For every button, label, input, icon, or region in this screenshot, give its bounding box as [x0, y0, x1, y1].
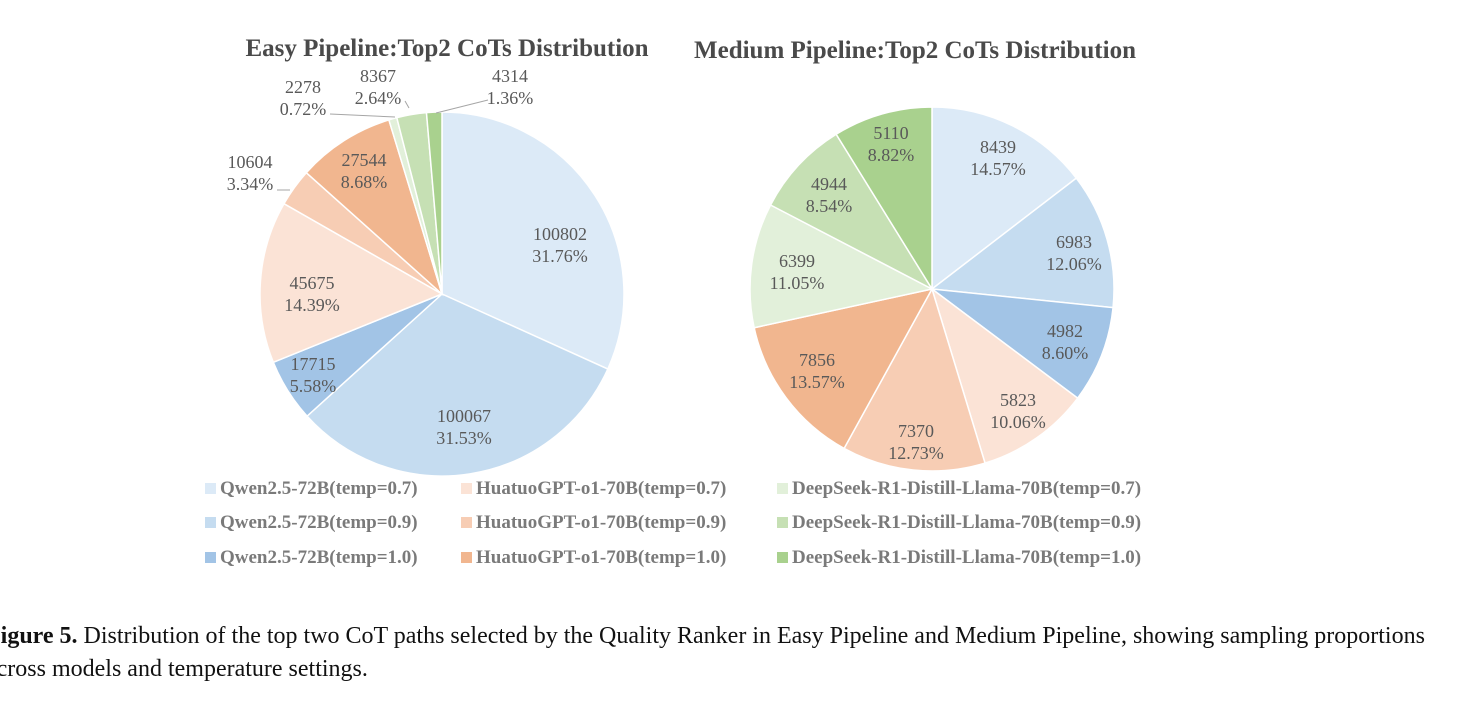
medium-slice-deepseek-r1-distill-llama-70b-temp-0-9	[769, 133, 935, 291]
legend-label-deepseek-r1-distill-llama-70b-temp-1-0: DeepSeek-R1-Distill-Llama-70B(temp=1.0)	[792, 547, 1141, 568]
easy-data-label: 2278 0.72%	[280, 77, 327, 119]
medium-data-label: 6399 11.05%	[770, 251, 825, 293]
medium-data-label: 4944 8.54%	[806, 174, 853, 216]
medium-pie-chart: 8439 14.57% 6983 12.06% 4982 8.60% 5823 10.06% 7…	[749, 106, 1115, 472]
medium-data-label: 5823 10.06%	[990, 390, 1046, 432]
caption-label: Figure 5.	[0, 623, 78, 649]
legend-label-qwen2-5-72b-temp-1-0: Qwen2.5-72B(temp=1.0)	[220, 547, 418, 568]
easy-data-label: 27544 8.68%	[341, 150, 388, 192]
legend-swatch-deepseek-r1-distill-llama-70b-temp-1-0	[777, 552, 788, 563]
chart-legend: Qwen2.5-72B(temp=0.7) HuatuoGPT-o1-70B(te…	[205, 478, 1141, 568]
medium-data-label: 6983 12.06%	[1046, 232, 1102, 274]
easy-data-label: 4314 1.36%	[487, 66, 534, 108]
medium-data-label: 4982 8.60%	[1042, 321, 1089, 363]
easy-data-label: 8367 2.64%	[355, 66, 402, 108]
legend-swatch-qwen2-5-72b-temp-0-7	[205, 483, 216, 494]
legend-label-qwen2-5-72b-temp-0-7: Qwen2.5-72B(temp=0.7)	[220, 478, 418, 499]
medium-slice-deepseek-r1-distill-llama-70b-temp-0-7	[749, 203, 935, 329]
easy-data-label: 45675 14.39%	[284, 273, 340, 315]
legend-swatch-huatuogpt-o1-70b-temp-0-9	[461, 517, 472, 528]
medium-slice-qwen2-5-72b-temp-1-0	[929, 287, 1114, 400]
legend-label-huatuogpt-o1-70b-temp-0-7: HuatuoGPT-o1-70B(temp=0.7)	[476, 478, 726, 499]
medium-data-label: 8439 14.57%	[970, 137, 1026, 179]
caption-text: Distribution of the top two CoT paths se…	[0, 623, 1425, 682]
medium-slice-qwen2-5-72b-temp-0-9	[930, 177, 1115, 309]
easy-chart-title: Easy Pipeline:Top2 CoTs Distribution	[245, 35, 648, 62]
easy-pie-chart: 100802 31.76% 100067 31.53% 17715 5.58% 45675 1…	[227, 66, 625, 477]
easy-leader-line	[435, 99, 489, 114]
medium-slice-qwen2-5-72b-temp-0-7	[931, 106, 1078, 291]
legend-label-huatuogpt-o1-70b-temp-0-9: HuatuoGPT-o1-70B(temp=0.9)	[476, 512, 726, 533]
figure-caption: Figure 5. Distribution of the top two Co…	[0, 620, 1456, 686]
easy-leader-line	[404, 100, 410, 109]
medium-chart-title: Medium Pipeline:Top2 CoTs Distribution	[694, 37, 1136, 64]
medium-data-label: 7856 13.57%	[789, 350, 845, 392]
medium-slice-huatuogpt-o1-70b-temp-0-7	[930, 287, 1079, 465]
legend-swatch-huatuogpt-o1-70b-temp-0-7	[461, 483, 472, 494]
easy-data-label: 100802 31.76%	[532, 224, 588, 266]
easy-slice-huatuogpt-o1-70b-temp-0-7	[259, 202, 444, 364]
legend-label-deepseek-r1-distill-llama-70b-temp-0-9: DeepSeek-R1-Distill-Llama-70B(temp=0.9)	[792, 512, 1141, 533]
easy-slice-qwen2-5-72b-temp-0-7	[441, 111, 625, 371]
easy-leader-line	[329, 113, 396, 118]
easy-data-label: 100067 31.53%	[436, 406, 492, 448]
legend-label-deepseek-r1-distill-llama-70b-temp-0-7: DeepSeek-R1-Distill-Llama-70B(temp=0.7)	[792, 478, 1141, 499]
medium-data-label: 7370 12.73%	[888, 421, 944, 463]
easy-data-label: 10604 3.34%	[227, 152, 274, 194]
medium-slice-huatuogpt-o1-70b-temp-1-0	[753, 287, 934, 450]
legend-swatch-deepseek-r1-distill-llama-70b-temp-0-9	[777, 517, 788, 528]
medium-data-label: 5110 8.82%	[868, 123, 915, 165]
easy-slice-qwen2-5-72b-temp-0-9	[306, 293, 609, 477]
legend-label-huatuogpt-o1-70b-temp-1-0: HuatuoGPT-o1-70B(temp=1.0)	[476, 547, 726, 568]
legend-swatch-huatuogpt-o1-70b-temp-1-0	[461, 552, 472, 563]
easy-data-label: 17715 5.58%	[290, 354, 337, 396]
medium-slice-huatuogpt-o1-70b-temp-0-9	[843, 287, 986, 472]
easy-slice-huatuogpt-o1-70b-temp-1-0	[305, 118, 444, 297]
legend-swatch-qwen2-5-72b-temp-0-9	[205, 517, 216, 528]
legend-swatch-deepseek-r1-distill-llama-70b-temp-0-7	[777, 483, 788, 494]
medium-slice-deepseek-r1-distill-llama-70b-temp-1-0	[835, 106, 933, 292]
legend-swatch-qwen2-5-72b-temp-1-0	[205, 552, 216, 563]
legend-label-qwen2-5-72b-temp-0-9: Qwen2.5-72B(temp=0.9)	[220, 512, 418, 533]
